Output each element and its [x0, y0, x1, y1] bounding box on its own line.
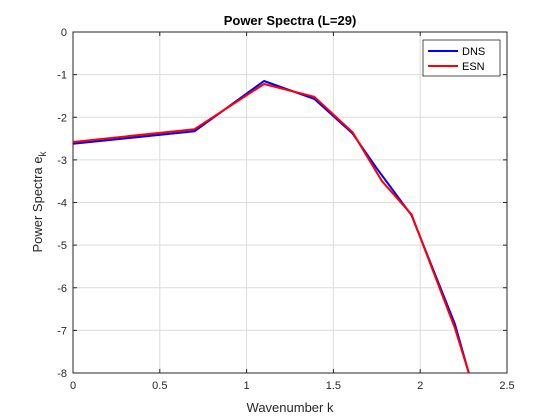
chart-title: Power Spectra (L=29): [224, 13, 357, 28]
y-tick-label: -8: [57, 368, 67, 380]
x-tick-label: 2: [417, 380, 423, 392]
y-tick-label: -2: [57, 112, 67, 124]
legend-box: [422, 39, 501, 77]
legend: DNS ESN: [422, 39, 501, 77]
x-tick-label: 2.5: [499, 380, 514, 392]
y-tick-label: -5: [57, 240, 67, 252]
x-axis-label: Wavenumber k: [247, 400, 334, 415]
legend-label-dns: DNS: [462, 46, 485, 58]
ticks: 0 0.5 1 1.5 2 2.5 0 -1 -2 -3 -4 -5 -6 -7 -8: [57, 27, 514, 392]
x-tick-label: 1: [244, 380, 250, 392]
x-tick-label: 1.5: [326, 380, 341, 392]
y-axis-label: Power Spectra ek: [30, 150, 49, 252]
series-lines: [72, 80, 470, 374]
y-tick-label: -6: [57, 283, 67, 295]
y-tick-label: -3: [57, 155, 67, 167]
x-tick-label: 0: [70, 380, 76, 392]
y-axis-label-main: Power Spectra e: [30, 156, 45, 252]
y-tick-label: -1: [57, 70, 67, 82]
x-tick-label: 0.5: [152, 380, 167, 392]
y-tick-label: 0: [61, 27, 67, 39]
legend-label-esn: ESN: [462, 61, 485, 73]
y-axis-label-subscript: k: [38, 150, 49, 156]
series-line-dns: [72, 80, 470, 374]
y-tick-label: -7: [57, 325, 67, 337]
y-tick-label: -4: [57, 198, 67, 210]
series-line-esn: [72, 83, 470, 374]
grid: [72, 31, 508, 374]
